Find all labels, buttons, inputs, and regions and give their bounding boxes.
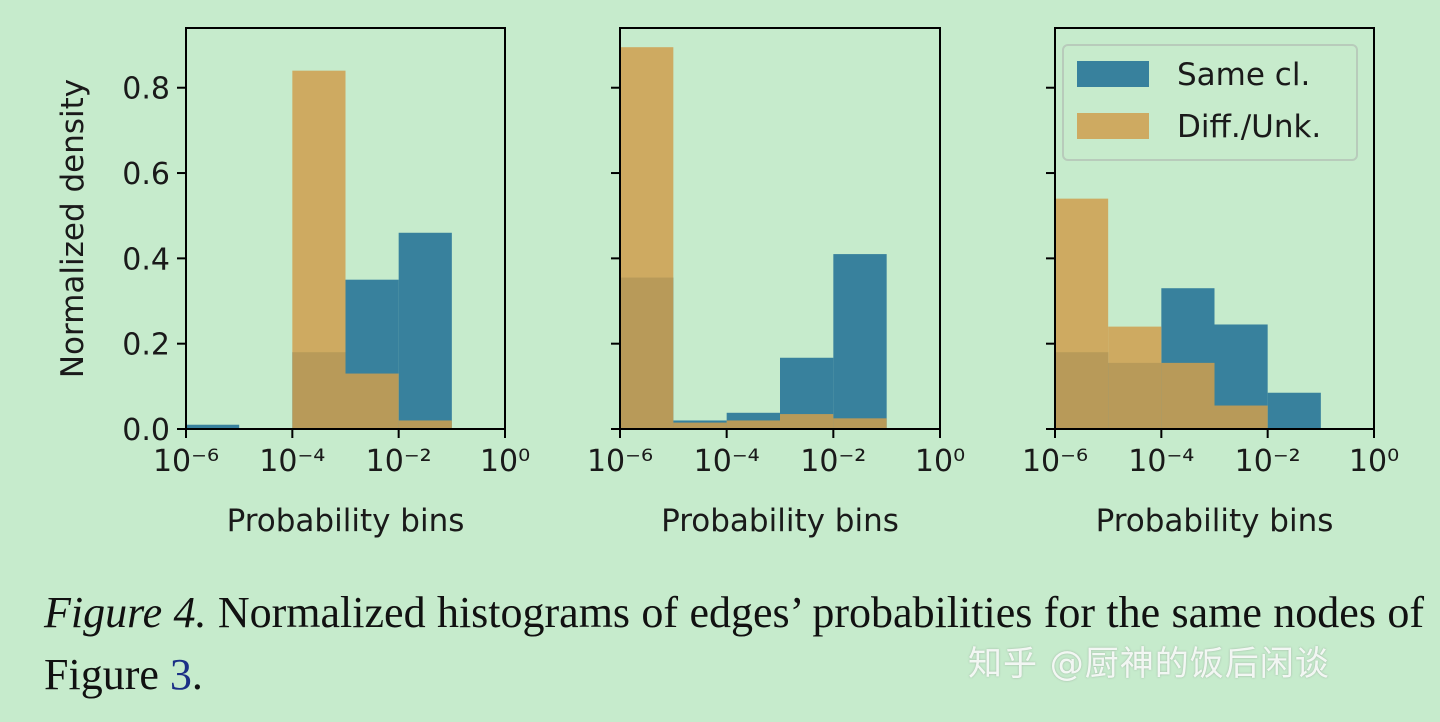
bar-same-bin-1 bbox=[186, 424, 240, 429]
y-tick-label: 0.0 bbox=[122, 413, 170, 448]
x-axis-label: Probability bins bbox=[1096, 503, 1334, 539]
bar-diff-bin-1 bbox=[1055, 198, 1109, 429]
legend-label-diff: Diff./Unk. bbox=[1177, 109, 1321, 145]
legend-swatch-diff bbox=[1077, 113, 1149, 139]
axes-frame bbox=[185, 27, 506, 430]
x-tick-label: 10⁻² bbox=[800, 444, 866, 479]
figure-caption: Figure 4. Normalized histograms of edges… bbox=[44, 582, 1424, 706]
x-tick-label: 10⁻⁶ bbox=[1022, 444, 1088, 479]
bar-diff-bin-4 bbox=[780, 414, 834, 429]
legend: Same cl. Diff./Unk. bbox=[1062, 44, 1358, 161]
bar-diff-bin-4 bbox=[345, 373, 399, 429]
caption-text: Normalized histograms of edges’ probabil… bbox=[44, 588, 1424, 699]
caption-end: . bbox=[191, 650, 203, 699]
bar-diff-bin-3 bbox=[1161, 362, 1215, 429]
bar-diff-bin-5 bbox=[398, 420, 452, 429]
x-axis-label: Probability bins bbox=[661, 503, 899, 539]
x-tick-label: 10⁻⁶ bbox=[587, 444, 653, 479]
bar-diff-bin-5 bbox=[833, 418, 887, 429]
caption-figure-ref[interactable]: 3 bbox=[169, 650, 192, 699]
x-tick-label: 10⁻² bbox=[1235, 444, 1301, 479]
bar-same-bin-5 bbox=[833, 254, 887, 429]
histogram-panel-2: 10⁻⁶ 10⁻⁴ 10⁻² 10⁰ Probability bins bbox=[587, 27, 965, 539]
bar-diff-bin-4 bbox=[1214, 405, 1268, 429]
bar-same-bin-5 bbox=[398, 232, 452, 429]
bar-diff-bin-3 bbox=[292, 70, 346, 429]
x-tick-label: 10⁻⁶ bbox=[153, 444, 219, 479]
y-axis-label: Normalized density bbox=[55, 79, 91, 378]
figure-charts: 10⁻⁶ 10⁻⁴ 10⁻² 10⁰ 0.0 0.2 0.4 0.6 0.8 Probabilit… bbox=[55, 27, 1399, 539]
bar-diff-bin-3 bbox=[726, 420, 780, 429]
legend-label-same: Same cl. bbox=[1177, 57, 1310, 93]
x-tick-label: 10⁻² bbox=[366, 444, 432, 479]
histogram-panel-1: 10⁻⁶ 10⁻⁴ 10⁻² 10⁰ 0.0 0.2 0.4 0.6 0.8 Probabilit… bbox=[55, 27, 530, 539]
caption-label: Figure 4. bbox=[44, 588, 207, 637]
axes-frame bbox=[619, 27, 941, 430]
y-tick-label: 0.2 bbox=[122, 328, 170, 363]
watermark: 知乎 @厨神的饭后闲谈 bbox=[968, 644, 1330, 684]
legend-swatch-same bbox=[1077, 61, 1149, 87]
x-tick-label: 10⁰ bbox=[480, 444, 530, 479]
y-tick-label: 0.6 bbox=[122, 157, 170, 192]
histogram-panel-3: 10⁻⁶ 10⁻⁴ 10⁻² 10⁰ Probability bins Same cl. D… bbox=[1022, 27, 1399, 539]
y-tick-label: 0.8 bbox=[122, 72, 170, 107]
bar-diff-bin-2 bbox=[1108, 326, 1162, 429]
x-axis-label: Probability bins bbox=[227, 503, 465, 539]
x-tick-label: 10⁻⁴ bbox=[694, 444, 760, 479]
axes-frame bbox=[1054, 27, 1375, 430]
x-tick-label: 10⁰ bbox=[1349, 444, 1399, 479]
bar-diff-bin-2 bbox=[673, 422, 727, 429]
y-tick-label: 0.4 bbox=[122, 242, 170, 277]
x-tick-label: 10⁰ bbox=[915, 444, 965, 479]
bar-same-bin-5 bbox=[1267, 392, 1321, 429]
x-tick-label: 10⁻⁴ bbox=[259, 444, 325, 479]
x-tick-label: 10⁻⁴ bbox=[1128, 444, 1194, 479]
bar-diff-bin-1 bbox=[620, 47, 674, 429]
